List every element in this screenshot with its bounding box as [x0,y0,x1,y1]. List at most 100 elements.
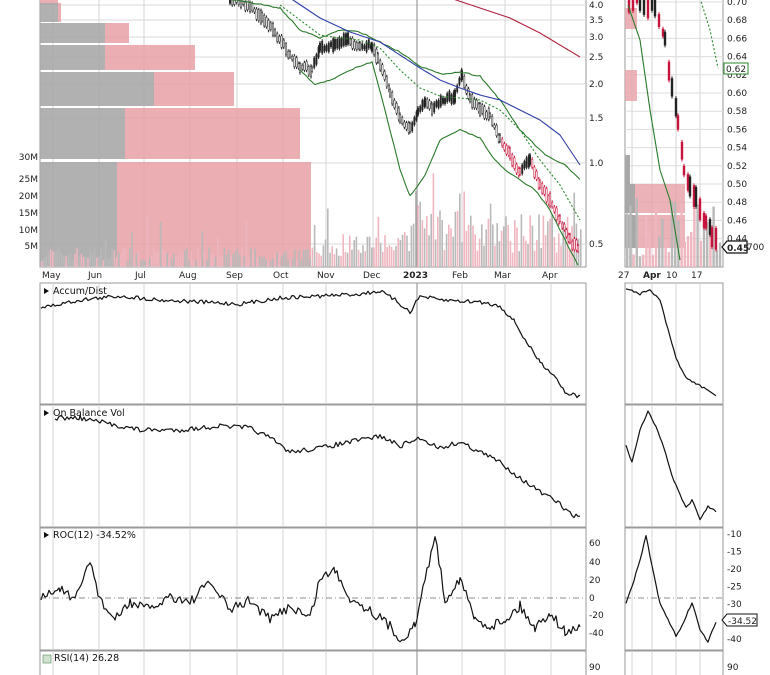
candle-body [359,42,361,50]
y-tick-label: 60 [589,539,601,549]
volume-bar [320,255,322,267]
candle-body [698,198,702,220]
y-tick-label: 0.50 [727,180,747,190]
candle-body [327,42,330,52]
volume-bar [159,221,162,267]
candle-body [235,0,238,3]
volume-bar [324,239,327,267]
x-tick-label: Jul [134,271,146,281]
candle-body [319,42,321,52]
sma-red [454,0,581,58]
roc-marker-label: -34.52 [728,617,757,627]
volume-bar [667,252,670,267]
y-tick-label: 4.0 [589,1,604,11]
candle-body [539,180,541,188]
vbp-bar-gray [40,162,117,266]
volume-bar [538,214,540,267]
volume-bar [89,248,91,267]
candle-body [280,35,283,48]
volume-bar [107,258,109,267]
volume-bar [228,249,230,267]
candle-body [282,39,285,48]
sma-blue [292,0,581,166]
volume-bar [496,223,498,267]
vbp-bar-gray [40,23,105,43]
candle-body [246,0,249,11]
candle-body [351,37,354,49]
volume-bar [173,253,175,267]
candle-body [338,37,341,49]
candle-body [450,94,453,104]
candle-body [431,104,433,115]
volume-bar [439,210,441,267]
volume-bar [331,246,333,267]
volume-bar [415,191,417,267]
volume-bar [426,216,428,267]
volume-bar [344,251,347,267]
y-tick-label: 0.5 [589,240,603,250]
volume-bar [531,225,534,267]
volume-bar [140,260,142,267]
volume-bar [478,238,481,267]
volume-bar [212,252,215,267]
obv-line [54,415,581,519]
volume-bar [195,259,197,267]
volume-bar [437,216,439,267]
volume-bar [536,239,538,267]
y-tick-label: 2.0 [589,80,604,90]
volume-bar [346,252,349,267]
vbp-bar-gray [40,3,58,22]
candle-body [437,99,440,108]
candle-body [379,60,382,71]
volume-bar [412,223,415,267]
volume-bar [91,253,94,267]
candle-body [535,170,538,180]
volume-bar [300,259,303,267]
volume-bar [133,257,135,267]
volume-bar [93,247,96,267]
volume-bar [544,235,547,267]
volume-bar [580,229,582,267]
volume-bar [417,205,419,267]
volume-bar [525,240,527,267]
candle-body [393,99,396,108]
candle-body [371,43,373,52]
candle-body [349,37,352,45]
volume-bar [184,250,186,267]
volume-bar [225,254,228,267]
candle-body [325,45,328,51]
volume-bar [129,248,131,267]
x-tick-label: 2023 [403,271,428,281]
vbp-bar-red [125,108,300,159]
volume-bar [518,251,520,267]
volume-bar [474,234,476,267]
volume-bar [357,249,360,267]
volume-bar [327,208,329,267]
candle-body [229,0,231,4]
volume-bar [71,260,74,267]
x-tick-label: 27 [618,271,629,281]
volume-bar [285,251,287,267]
y-tick-label: 90 [589,663,601,673]
volume-tick-label: 20M [19,192,38,202]
volume-bar [560,245,562,267]
volume-bar [553,236,556,267]
volume-bar [683,241,686,267]
candle-body [525,157,528,168]
volume-bar [210,253,212,267]
volume-bar [349,235,351,267]
candle-body [403,121,406,128]
volume-bar [65,256,67,267]
volume-bar [373,247,375,267]
sma-marker-label: 0.62 [726,65,746,75]
candle-body [475,99,478,109]
candle-body [381,64,384,75]
volume-bar [419,201,421,267]
volume-bar [645,216,648,267]
candle-body [413,117,416,125]
volume-bar [368,236,371,267]
candle-body [383,71,386,80]
volume-bar [423,228,426,267]
candle-body [334,39,336,50]
volume-tick-label: 15M [19,209,38,219]
